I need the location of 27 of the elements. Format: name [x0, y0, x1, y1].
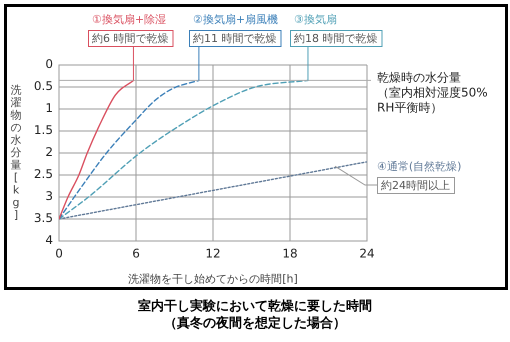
annotation: 約6 時間で乾燥 [92, 32, 168, 45]
y-tick-label: 0 [45, 57, 53, 72]
annotation: 約18 時間で乾燥 [294, 32, 378, 45]
x-tick-label: 6 [132, 246, 140, 260]
x-tick-label: 24 [359, 246, 375, 260]
ref-line-label: 乾燥時の水分量（室内相対湿度50%RH平衡時） [377, 70, 488, 115]
x-axis-title: 洗濯物を干し始めてからの時間[h] [128, 272, 298, 286]
text: 室内干し実験において乾燥に要した時間 [137, 298, 373, 315]
x-tick-label: 0 [55, 246, 63, 260]
y-tick-label: 1.5 [34, 123, 53, 138]
y-tick-label: 3 [45, 189, 53, 204]
y-tick-label: 4 [45, 233, 53, 248]
y-tick-label: 0.5 [34, 79, 53, 94]
text: 洗濯物の水分量[kg] [10, 83, 22, 222]
x-tick-label: 18 [282, 246, 298, 260]
x-tick-label: 12 [205, 246, 221, 260]
y-tick-label: 2.5 [34, 167, 53, 182]
text: ②換気扇+扇風機 [193, 12, 278, 26]
y-tick-label: 3.5 [34, 211, 53, 226]
text: （真冬の夜間を想定した場合） [163, 315, 347, 332]
text: ③換気扇 [294, 12, 337, 26]
y-tick-label: 2 [45, 145, 53, 160]
annotation: 約11 時間で乾燥 [193, 32, 276, 45]
annotation: 約24時間以上 [381, 178, 450, 192]
y-tick-label: 1 [45, 101, 53, 116]
text: ①換気扇+除湿 [92, 12, 166, 26]
series-label: ④通常(自然乾燥) [377, 160, 462, 173]
